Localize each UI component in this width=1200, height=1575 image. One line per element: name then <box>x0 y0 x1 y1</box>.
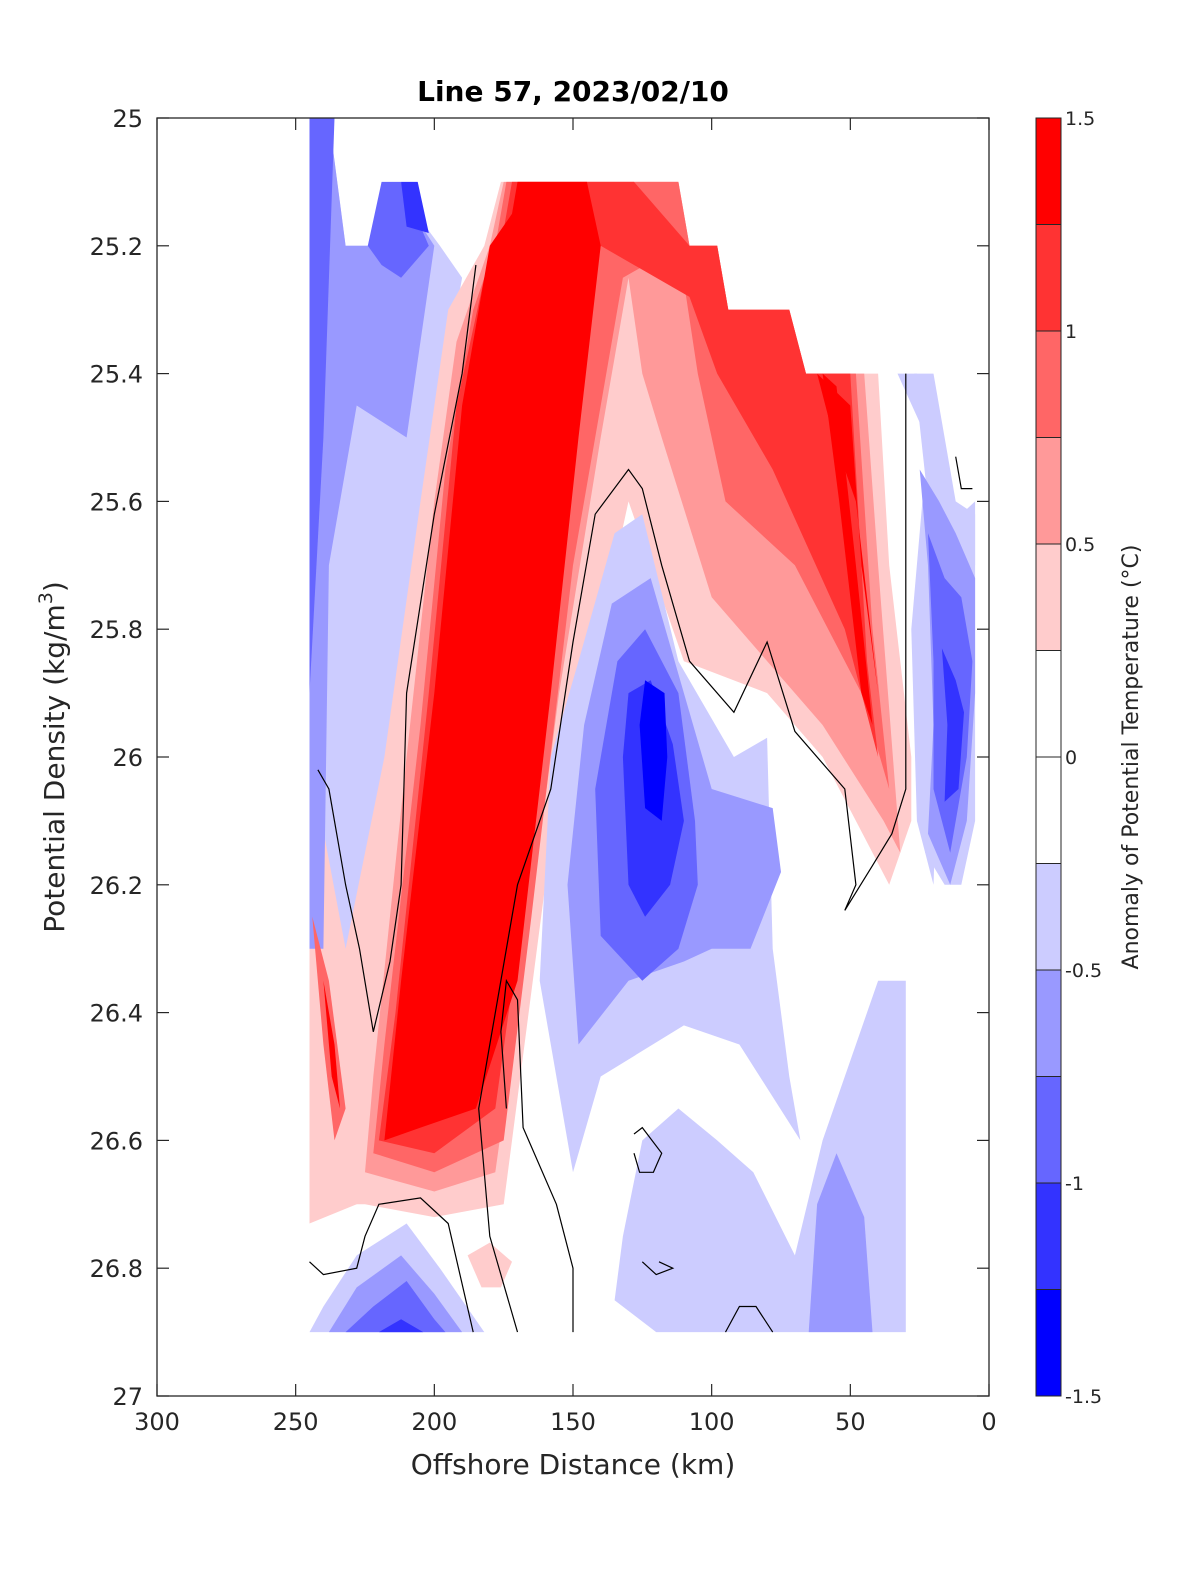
x-tick-label: 50 <box>835 1408 866 1436</box>
zero-contour-offshore <box>317 264 477 1032</box>
y-tick-label: 26 <box>112 744 143 772</box>
y-tick-label: 27 <box>112 1383 143 1411</box>
chart-title: Line 57, 2023/02/10 <box>417 75 729 108</box>
x-tick-label: 300 <box>134 1408 180 1436</box>
y-axis-title: Potential Density (kg/m3) <box>35 581 71 933</box>
zero-contour-island2 <box>641 1261 675 1276</box>
zero-contour-deep <box>500 978 574 1333</box>
y-tick-label: 25.4 <box>90 361 143 389</box>
x-axis: 300 250 200 150 100 50 0 <box>134 118 997 1436</box>
colorbar-band <box>1035 117 1062 225</box>
contour-region-offshore-cool-lobe-l2 <box>309 118 435 949</box>
zero-contour-island1 <box>633 1126 663 1173</box>
colorbar: 1.5 1 0.5 0 -0.5 -1 -1.5 <box>1035 108 1102 1408</box>
contour-region-coastal-warm-core <box>817 373 879 694</box>
contour-region-nearshore-cold-l1 <box>897 373 976 885</box>
colorbar-tick-label: -1 <box>1065 1173 1084 1195</box>
y-axis: 25 25.2 25.4 25.6 25.8 26 26.2 26.4 26.6 26.8 27 <box>90 105 989 1411</box>
contour-region-deep-cool-offshore-l3 <box>345 1281 446 1333</box>
colorbar-band <box>1035 863 1062 971</box>
colorbar-band <box>1035 543 1062 651</box>
contour-region-left-edge-warm-l3 <box>323 980 340 1109</box>
x-tick-label: 200 <box>411 1408 457 1436</box>
y-tick-label: 25.6 <box>90 488 143 516</box>
x-tick-label: 250 <box>273 1408 319 1436</box>
colorbar-tick-label: -1.5 <box>1065 1386 1102 1408</box>
y-tick-label: 25.2 <box>90 233 143 261</box>
zero-contour-coast <box>955 456 973 490</box>
contour-region-center-cold-l5 <box>639 680 668 821</box>
contour-region-offshore-cool-lobe-l3b <box>367 181 429 278</box>
contour-region-deep-cool-offshore-l4 <box>378 1319 424 1333</box>
contour-region-offshore-cool-lobe-l3 <box>309 118 335 694</box>
colorbar-band <box>1035 969 1062 1077</box>
colorbar-title: Anomaly of Potential Temperature (°C) <box>1119 545 1144 970</box>
colorbar-band <box>1035 437 1062 545</box>
zero-contour-warm-edge <box>478 373 907 1333</box>
contour-region-warm-tongue-l5 <box>384 181 601 1141</box>
x-axis-title: Offshore Distance (km) <box>411 1448 736 1481</box>
y-tick-label: 26.4 <box>90 1000 143 1028</box>
contour-region-warm-tongue-l5b <box>822 373 873 725</box>
contour-region-nearshore-cold-l4 <box>941 648 964 802</box>
colorbar-band <box>1035 1289 1062 1397</box>
zero-contour-deep-right <box>724 1305 774 1333</box>
colorbar-band <box>1035 1076 1062 1184</box>
colorbar-tick-label: 1.5 <box>1065 108 1095 130</box>
colorbar-band <box>1035 330 1062 438</box>
colorbar-tick-label: 0 <box>1065 747 1077 769</box>
colorbar-tick-label: 1 <box>1065 321 1077 343</box>
y-tick-label: 25 <box>112 105 143 133</box>
y-tick-label: 25.8 <box>90 616 143 644</box>
colorbar-tick-label: -0.5 <box>1065 960 1102 982</box>
x-tick-label: 150 <box>550 1408 596 1436</box>
y-tick-label: 26.8 <box>90 1255 143 1283</box>
x-tick-label: 0 <box>981 1408 996 1436</box>
colorbar-band <box>1035 756 1062 864</box>
x-tick-label: 100 <box>689 1408 735 1436</box>
contour-region-deep-cool-coastal <box>808 1153 873 1333</box>
y-tick-label: 26.2 <box>90 872 143 900</box>
colorbar-band <box>1035 224 1062 332</box>
y-axis-title-superscript: 3 <box>35 592 57 604</box>
colorbar-tick-label: 0.5 <box>1065 534 1095 556</box>
contour-region-offshore-cool-lobe-l4 <box>401 181 429 233</box>
zero-contour-lines <box>309 264 973 1333</box>
y-axis-title-close: ) <box>38 581 71 592</box>
zero-contour-deep-left <box>309 1197 474 1333</box>
colorbar-band <box>1035 1182 1062 1290</box>
y-tick-label: 26.6 <box>90 1127 143 1155</box>
colorbar-band <box>1035 650 1062 758</box>
y-axis-title-main: Potential Density (kg/m <box>38 604 71 933</box>
contour-fills <box>309 118 976 1333</box>
